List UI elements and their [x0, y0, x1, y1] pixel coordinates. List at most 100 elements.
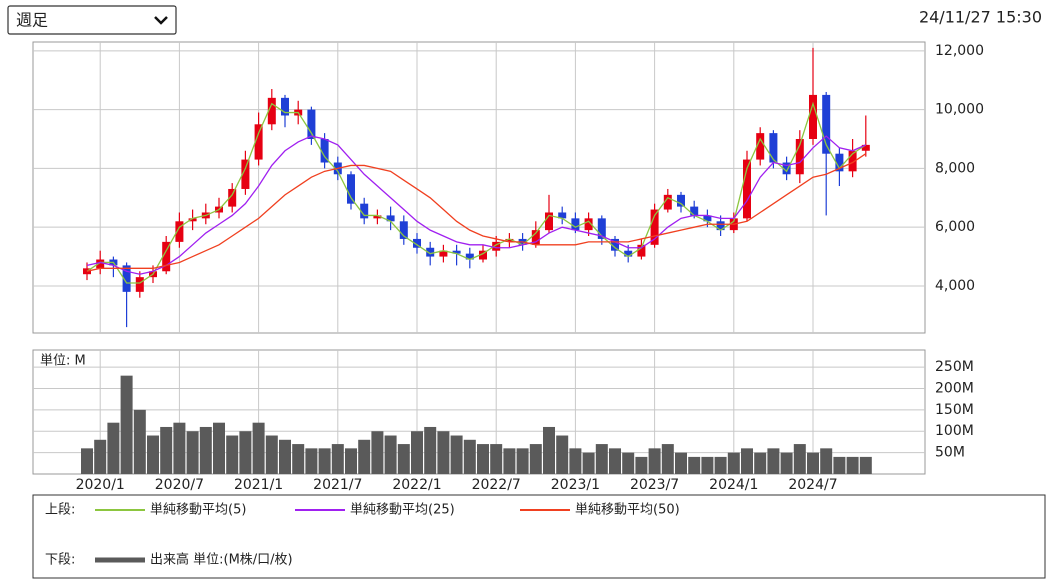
- candle-body: [281, 97, 289, 116]
- volume-bar: [305, 448, 318, 474]
- candle-body: [96, 259, 105, 269]
- volume-tick-label: 100M: [935, 423, 974, 439]
- volume-bar: [556, 435, 569, 474]
- candle-body: [769, 133, 778, 163]
- candle-body: [743, 159, 751, 219]
- x-tick-label: 2024/7: [788, 477, 837, 493]
- x-tick-label: 2021/1: [234, 477, 283, 493]
- volume-bar: [675, 452, 687, 474]
- volume-bar: [107, 422, 120, 474]
- volume-bar: [595, 444, 608, 474]
- candle-body: [677, 194, 685, 207]
- ma-line: [86, 135, 867, 275]
- candle-body: [795, 139, 804, 175]
- candle-body: [386, 215, 395, 222]
- volume-bar: [490, 444, 503, 474]
- volume-tick-label: 150M: [935, 402, 974, 418]
- candle-body: [756, 133, 765, 160]
- legend-box: [32, 494, 1046, 579]
- volume-bar: [424, 426, 437, 474]
- x-tick-label: 2023/7: [630, 477, 679, 493]
- volume-bar: [213, 422, 225, 474]
- volume-bar: [186, 431, 199, 474]
- volume-bar: [727, 452, 740, 474]
- candle-body: [241, 159, 250, 189]
- volume-bar: [345, 448, 357, 474]
- volume-bar: [160, 426, 173, 474]
- volume-bar: [199, 426, 212, 474]
- volume-bar: [397, 444, 410, 474]
- volume-bar: [463, 439, 476, 474]
- volume-bar: [239, 431, 252, 474]
- candle-body: [624, 250, 633, 257]
- ma-line: [86, 153, 867, 272]
- volume-bar: [437, 431, 450, 474]
- volume-bar: [859, 456, 872, 474]
- x-tick-label: 2023/1: [551, 477, 600, 493]
- volume-bar: [648, 448, 661, 474]
- x-tick-label: 2024/1: [709, 477, 758, 493]
- volume-bar: [318, 448, 331, 474]
- candle-body: [267, 97, 276, 125]
- volume-tick-label: 250M: [935, 359, 974, 375]
- candle-body: [597, 218, 606, 239]
- volume-bar: [477, 444, 489, 474]
- candle-body: [492, 241, 501, 251]
- x-tick-label: 2022/1: [392, 477, 441, 493]
- volume-unit: 単位: M: [40, 353, 86, 369]
- candle-body: [571, 218, 580, 231]
- volume-tick-label: 50M: [935, 445, 965, 461]
- volume-bar: [94, 439, 107, 474]
- candle-body: [254, 124, 263, 160]
- volume-bar: [714, 456, 727, 474]
- volume-bar: [688, 456, 701, 474]
- candle-body: [228, 188, 237, 207]
- candle-body: [399, 221, 408, 239]
- y-tick-label: 6,000: [935, 219, 975, 235]
- x-tick-label: 2022/7: [472, 477, 521, 493]
- candle-body: [135, 277, 144, 292]
- candle-body: [188, 218, 197, 222]
- volume-bar: [331, 444, 344, 474]
- y-tick-label: 8,000: [935, 160, 975, 176]
- volume-bar: [820, 448, 833, 474]
- legend-label: 単純移動平均(5): [150, 502, 246, 518]
- candle-body: [637, 244, 646, 257]
- volume-bar: [503, 448, 516, 474]
- candle-body: [465, 253, 474, 260]
- candle-body: [439, 250, 448, 257]
- volume-bar: [543, 426, 555, 474]
- volume-bar: [358, 439, 371, 474]
- volume-bar: [411, 431, 423, 474]
- candle-body: [782, 162, 791, 175]
- period-select[interactable]: 週足: [16, 11, 48, 30]
- volume-bar: [701, 456, 714, 474]
- candle-body: [531, 230, 540, 245]
- period-dropdown[interactable]: 週足: [7, 5, 177, 35]
- legend-label: 単純移動平均(25): [350, 502, 455, 518]
- price-panel: [32, 41, 926, 334]
- volume-bar: [252, 422, 265, 474]
- volume-bar: [741, 448, 753, 474]
- volume-bar: [133, 409, 146, 474]
- timestamp: 24/11/27 15:30: [919, 8, 1042, 27]
- candle-body: [413, 238, 421, 248]
- ma-line: [86, 101, 867, 284]
- volume-bar: [780, 452, 793, 474]
- volume-bar: [833, 456, 846, 474]
- volume-bar: [569, 448, 582, 474]
- legend-lower-label: 下段:: [45, 553, 75, 568]
- volume-bar: [516, 448, 529, 474]
- volume-bar: [226, 435, 239, 474]
- candle-body: [347, 174, 355, 204]
- candle-body: [479, 250, 487, 260]
- volume-bar: [450, 435, 463, 474]
- volume-bar: [754, 452, 767, 474]
- candle-body: [505, 238, 514, 242]
- volume-bar: [371, 431, 384, 474]
- volume-bar: [635, 456, 648, 474]
- volume-bar: [807, 452, 819, 474]
- candle-body: [611, 238, 619, 251]
- candle-body: [650, 209, 659, 245]
